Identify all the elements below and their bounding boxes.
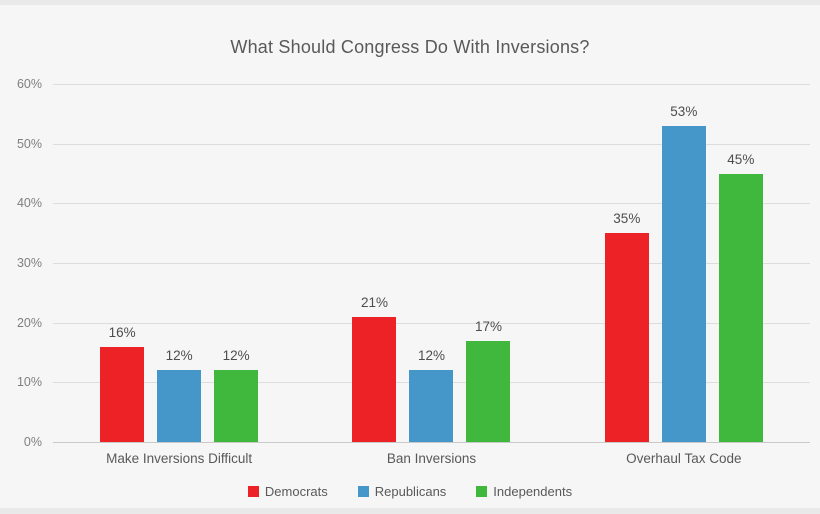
gridline <box>53 322 810 324</box>
bar: 17% <box>466 319 511 442</box>
bar-value-label: 12% <box>165 348 193 364</box>
y-axis-tick-label: 30% <box>16 256 42 270</box>
bar-value-label: 17% <box>474 318 502 334</box>
x-axis-category-labels: Make Inversions Difficult Ban Inversions O… <box>53 451 810 466</box>
legend-item: Democrats <box>247 484 328 499</box>
bar: 12% <box>409 348 454 442</box>
category-label: Make Inversions Difficult <box>106 451 253 466</box>
bar-value-label: 21% <box>360 294 388 310</box>
gridline <box>53 143 810 145</box>
y-axis-tick-label: 40% <box>16 196 42 211</box>
category-label: Overhaul Tax Code <box>626 451 742 466</box>
bar: 12% <box>214 348 259 442</box>
bar: 12% <box>157 348 202 442</box>
y-axis-tick-label: 50% <box>16 136 42 151</box>
legend-label: Republicans <box>374 484 447 499</box>
bar-group: 16% 12% 12% <box>53 84 305 442</box>
y-axis-tick-label: 10% <box>16 375 42 390</box>
y-axis-tick-label: 0% <box>23 435 42 449</box>
bar-value-label: 35% <box>613 211 641 227</box>
chart-title: What Should Congress Do With Inversions? <box>230 37 590 57</box>
bar-value-label: 53% <box>670 103 698 119</box>
gridline <box>53 263 810 264</box>
x-axis-line <box>53 442 810 443</box>
bar-value-label: 45% <box>727 151 755 167</box>
legend-label: Independents <box>493 484 573 499</box>
bar-group: 21% 12% 17% <box>305 84 557 442</box>
gridline <box>53 203 810 205</box>
legend: Democrats Republicans Independents <box>0 484 820 499</box>
category-label: Ban Inversions <box>386 451 477 466</box>
legend-swatch <box>476 486 488 497</box>
plot-area: 0% 10% 20% 30% 40% 50% 60% 16% 12% 12% 21% 12% 17% 3… <box>17 78 810 466</box>
legend-swatch <box>247 486 259 497</box>
bar-value-label: 12% <box>417 348 445 364</box>
bar: 35% <box>604 211 649 442</box>
legend-swatch <box>357 486 369 497</box>
bottom-edge-band <box>0 508 820 514</box>
bar: 21% <box>352 295 397 442</box>
bar-value-label: 16% <box>108 324 136 340</box>
bar: 45% <box>718 152 763 442</box>
bar: 16% <box>100 325 145 442</box>
bar: 53% <box>661 104 706 442</box>
legend-label: Democrats <box>264 484 328 499</box>
bar-groups: 16% 12% 12% 21% 12% 17% 35% 53% 45% <box>53 84 810 442</box>
y-axis-tick-label: 60% <box>16 77 42 91</box>
legend-item: Republicans <box>357 484 447 499</box>
top-edge-band <box>0 0 820 5</box>
gridline <box>53 84 810 85</box>
legend-item: Independents <box>476 484 572 499</box>
bar-group: 35% 53% 45% <box>558 84 810 442</box>
y-axis-tick-label: 20% <box>16 315 42 330</box>
bar-value-label: 12% <box>222 348 250 364</box>
